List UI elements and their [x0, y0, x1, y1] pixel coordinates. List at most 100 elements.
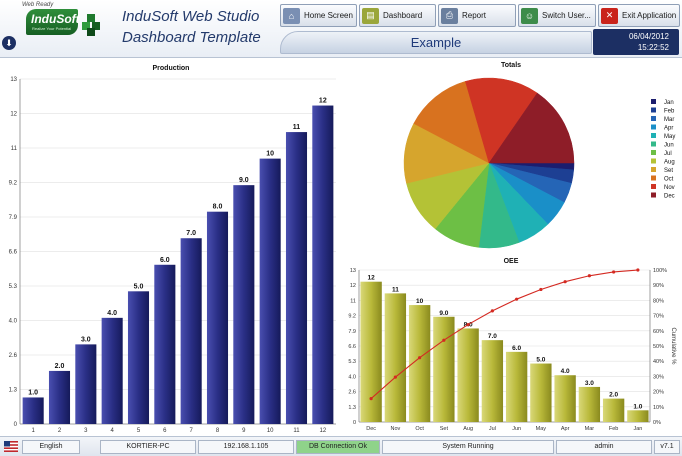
totals-pie-slice [488, 92, 575, 164]
oee-ytick-label: 7.9 [348, 329, 356, 335]
date-text: 06/04/2012 [628, 32, 669, 41]
production-xtick-label: 1 [31, 428, 35, 434]
language-selector[interactable]: English [22, 440, 80, 454]
oee-ytick-label: 0 [353, 420, 356, 426]
totals-legend-label: Set [664, 168, 673, 174]
oee-y2tick-label: 70% [653, 314, 664, 320]
oee-y2tick-label: 80% [653, 298, 664, 304]
oee-bar-value-label: 12 [368, 275, 376, 282]
oee-bar [554, 375, 576, 422]
oee-ytick-label: 6.6 [348, 344, 356, 350]
production-ytick-label: 11 [11, 146, 18, 152]
switch-user-label: Switch User... [542, 11, 591, 20]
oee-bar [602, 398, 625, 422]
totals-legend-label: Jul [664, 151, 672, 157]
oee-bar-value-label: 6.0 [512, 345, 521, 352]
ip-address: 192.168.1.105 [198, 440, 294, 454]
logo-wordmark: InduSoft Realize Your Potential [26, 9, 80, 35]
totals-pie-slice [403, 123, 490, 184]
production-xtick-label: 10 [267, 428, 274, 434]
oee-title: OEE [503, 258, 519, 265]
exit-application-button[interactable]: ✕ Exit Application [598, 4, 680, 27]
dashboard-icon: ▤ [362, 7, 379, 24]
oee-y2tick-label: 30% [653, 374, 664, 380]
production-xtick-label: 5 [137, 428, 141, 434]
production-xtick-label: 12 [319, 428, 326, 434]
production-xtick-label: 2 [58, 428, 62, 434]
oee-xtick-label: Dec [366, 426, 376, 432]
oee-ytick-label: 11 [350, 298, 356, 304]
oee-y2tick-label: 20% [653, 390, 664, 396]
production-bar-value-label: 8.0 [213, 204, 223, 211]
totals-legend-label: May [664, 134, 675, 140]
indusoft-logo: Web Ready InduSoft Realize Your Potentia… [4, 2, 104, 46]
production-ytick-label: 0 [14, 422, 18, 428]
switch-user-button[interactable]: ☺ Switch User... [518, 4, 596, 27]
oee-xtick-label: Nov [390, 426, 400, 432]
printer-icon: ⎙ [441, 7, 458, 24]
oee-cumulative-point [466, 322, 470, 327]
totals-legend-label: Feb [664, 109, 675, 115]
oee-y2tick-label: 90% [653, 283, 664, 289]
production-title: Production [152, 65, 190, 72]
totals-legend-label: Aug [664, 160, 675, 166]
production-bar [312, 105, 334, 425]
oee-y2tick-label: 0% [653, 420, 661, 426]
oee-y2tick-label: 100% [653, 268, 667, 274]
totals-legend-swatch [651, 192, 656, 198]
totals-legend-swatch [651, 133, 656, 138]
production-ytick-label: 2.6 [9, 353, 18, 359]
production-ytick-label: 9.2 [9, 181, 18, 187]
users-icon: ☺ [521, 7, 538, 24]
production-ytick-label: 4.0 [9, 319, 18, 325]
oee-xtick-label: Jun [512, 426, 521, 432]
totals-legend-swatch [651, 150, 656, 155]
totals-pie-slice [465, 77, 538, 164]
production-ytick-label: 12 [10, 112, 17, 118]
oee-ytick-label: 4.0 [348, 374, 356, 380]
production-xtick-label: 9 [242, 428, 246, 434]
production-ytick-label: 6.6 [9, 250, 18, 256]
oee-bar-value-label: 4.0 [561, 368, 570, 375]
production-bar-value-label: 9.0 [239, 177, 249, 184]
home-screen-button[interactable]: ⌂ Home Screen [280, 4, 357, 27]
production-bar-value-label: 3.0 [81, 336, 91, 343]
screen-subtitle: Example [410, 35, 462, 50]
logo-name: InduSoft [31, 12, 80, 26]
totals-legend-label: Oct [664, 177, 674, 183]
report-button[interactable]: ⎙ Report [438, 4, 516, 27]
current-user: admin [556, 440, 652, 454]
oee-cumulative-point [418, 356, 422, 360]
logo-tagline: Web Ready [22, 2, 54, 8]
oee-cumulative-point [393, 375, 397, 379]
oee-y2tick-label: 10% [653, 405, 664, 411]
oee-cumulative-point [369, 396, 373, 401]
production-bar [101, 317, 123, 424]
logo-cubes-icon [82, 14, 100, 36]
oee-ytick-label: 9.2 [348, 314, 356, 320]
arrow-down-icon[interactable]: ⬇ [2, 36, 16, 50]
production-xtick-label: 7 [189, 428, 193, 434]
home-screen-label: Home Screen [304, 11, 353, 20]
oee-bar-value-label: 10 [416, 298, 424, 305]
production-ytick-label: 7.9 [9, 215, 18, 221]
oee-cumulative-point [587, 274, 591, 278]
production-bar-value-label: 1.0 [28, 389, 38, 396]
oee-xtick-label: Set [440, 426, 449, 432]
production-bar [285, 132, 308, 425]
oee-bar-value-label: 2.0 [609, 392, 618, 399]
totals-panel: Totals Jan Feb Mar Apr May Jun Jul Aug Set Oct Nov… [342, 60, 680, 258]
totals-legend-swatch [651, 141, 656, 147]
oee-y2tick-label: 60% [653, 329, 664, 335]
oee-panel: OEE 0 1.3 2.6 4.0 5.3 6.6 7.9 9.2 11 12 13 0% 10% 20%… [342, 258, 680, 434]
oee-ytick-label: 2.6 [348, 390, 356, 396]
totals-legend-swatch [651, 175, 656, 181]
dashboard-button[interactable]: ▤ Dashboard [359, 4, 436, 27]
header-bar: Web Ready InduSoft Realize Your Potentia… [0, 0, 682, 58]
oee-cumulative-point [636, 268, 640, 272]
production-bar [154, 264, 176, 424]
oee-bar-value-label: 5.0 [536, 357, 545, 364]
oee-bar [360, 281, 382, 422]
production-bar-value-label: 11 [293, 124, 301, 131]
production-xtick-label: 4 [110, 428, 114, 434]
